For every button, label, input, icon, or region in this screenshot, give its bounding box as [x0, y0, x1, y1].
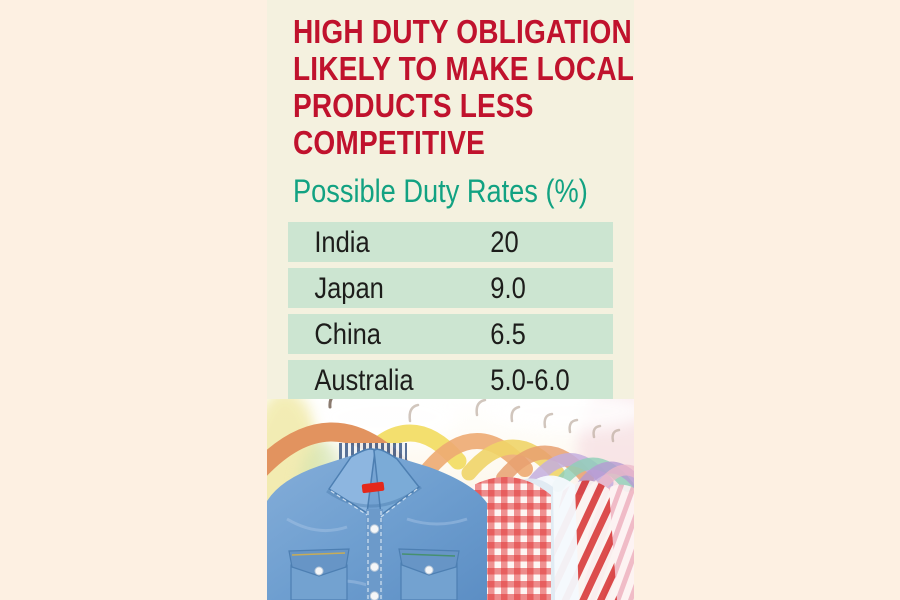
rate-cell: 5.0-6.0: [490, 364, 570, 397]
rate-cell: 6.5: [490, 318, 526, 351]
table-row: China 6.5: [288, 314, 613, 354]
table-row: India 20: [288, 222, 613, 262]
hanger-hooks: [408, 399, 621, 443]
denim-shirt: [267, 443, 487, 600]
table-row: Australia 5.0-6.0: [288, 360, 613, 400]
country-cell: Australia: [314, 364, 414, 397]
rate-cell: 20: [490, 226, 519, 259]
rate-cell: 9.0: [490, 272, 526, 305]
clothes-rack-photo: [267, 399, 634, 600]
headline: HIGH DUTY OBLIGATION LIKELY TO MAKE LOCA…: [293, 13, 661, 161]
duty-rates-table: India 20 Japan 9.0 China 6.5 Australia: [288, 222, 613, 406]
headline-line: LIKELY TO MAKE LOCAL: [293, 50, 635, 87]
pocket: [398, 548, 460, 600]
infographic-panel: HIGH DUTY OBLIGATION LIKELY TO MAKE LOCA…: [267, 0, 634, 600]
table-title: Possible Duty Rates (%): [293, 173, 588, 209]
headline-line: COMPETITIVE: [293, 124, 486, 161]
country-cell: India: [314, 226, 370, 259]
country-cell: China: [314, 318, 381, 351]
table-row: Japan 9.0: [288, 268, 613, 308]
pocket: [288, 548, 350, 600]
headline-line: HIGH DUTY OBLIGATION: [293, 13, 632, 50]
country-cell: Japan: [314, 272, 384, 305]
headline-line: PRODUCTS LESS: [293, 87, 534, 124]
